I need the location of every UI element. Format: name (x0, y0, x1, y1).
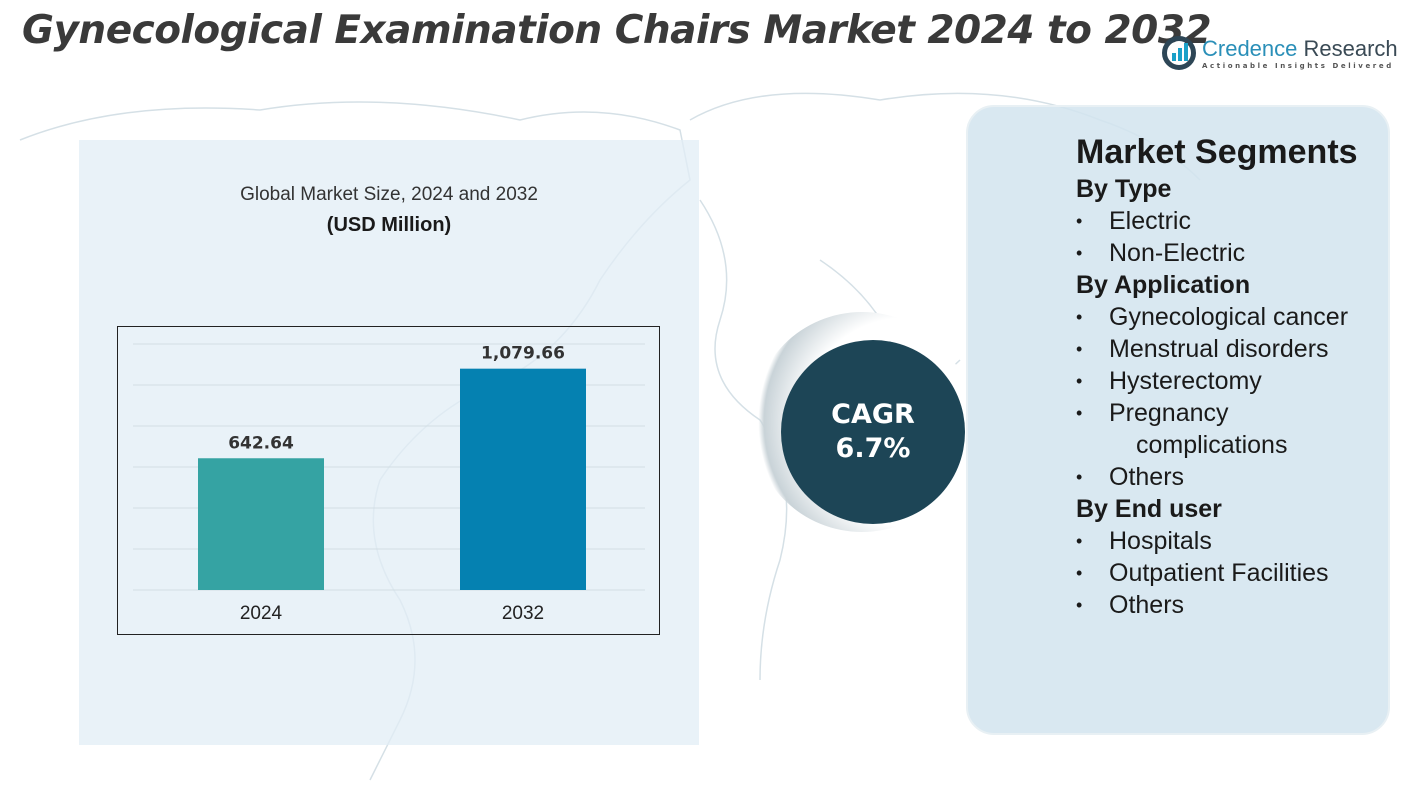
segment-item: Pregnancy complications (1076, 397, 1386, 461)
segment-heading: By Application (1076, 271, 1251, 299)
segment-item: Non-Electric (1076, 237, 1386, 269)
segment-item: Hospitals (1076, 525, 1386, 557)
market-segments-panel: Market Segments By TypeElectricNon-Elect… (966, 105, 1390, 735)
cagr-badge: CAGR 6.7% (781, 340, 965, 524)
bar-2024 (198, 458, 324, 590)
cagr-value: 6.7% (835, 433, 911, 464)
segment-item: Hysterectomy (1076, 365, 1386, 397)
segment-item: Outpatient Facilities (1076, 557, 1386, 589)
logo-name-part2: Research (1303, 36, 1398, 61)
logo-name-part1: Credence (1202, 36, 1298, 61)
chart-title: Global Market Size, 2024 and 2032 (240, 184, 538, 205)
segment-item: Menstrual disorders (1076, 333, 1386, 365)
data-label: 1,079.66 (481, 344, 565, 364)
segment-item: Others (1076, 589, 1386, 621)
credence-research-logo: Credence Research Actionable Insights De… (1162, 36, 1398, 70)
chart-panel (79, 140, 699, 745)
page-title: Gynecological Examination Chairs Market … (22, 8, 1212, 53)
chart-frame: 642.64 2024 1,079.66 2032 (117, 326, 660, 635)
segment-item: Others (1076, 461, 1386, 493)
logo-tagline: Actionable Insights Delivered (1202, 62, 1394, 70)
chart-subtitle: (USD Million) (326, 214, 452, 236)
segment-list: ElectricNon-Electric (1076, 205, 1386, 269)
segments-title: Market Segments (1076, 133, 1358, 171)
segment-list: Gynecological cancerMenstrual disordersH… (1076, 301, 1386, 493)
segment-heading: By Type (1076, 175, 1172, 203)
data-label: 642.64 (228, 433, 294, 453)
cagr-label: CAGR (831, 399, 915, 430)
segment-list: HospitalsOutpatient FacilitiesOthers (1076, 525, 1386, 621)
segment-item: Gynecological cancer (1076, 301, 1386, 333)
x-tick-label: 2024 (240, 603, 283, 624)
segment-heading: By End user (1076, 495, 1222, 523)
segment-item: Electric (1076, 205, 1386, 237)
bar-2032 (460, 368, 586, 590)
x-tick-label: 2032 (502, 603, 544, 624)
logo-chart-icon (1162, 36, 1196, 70)
bar-chart: 642.64 2024 1,079.66 2032 (133, 343, 645, 624)
